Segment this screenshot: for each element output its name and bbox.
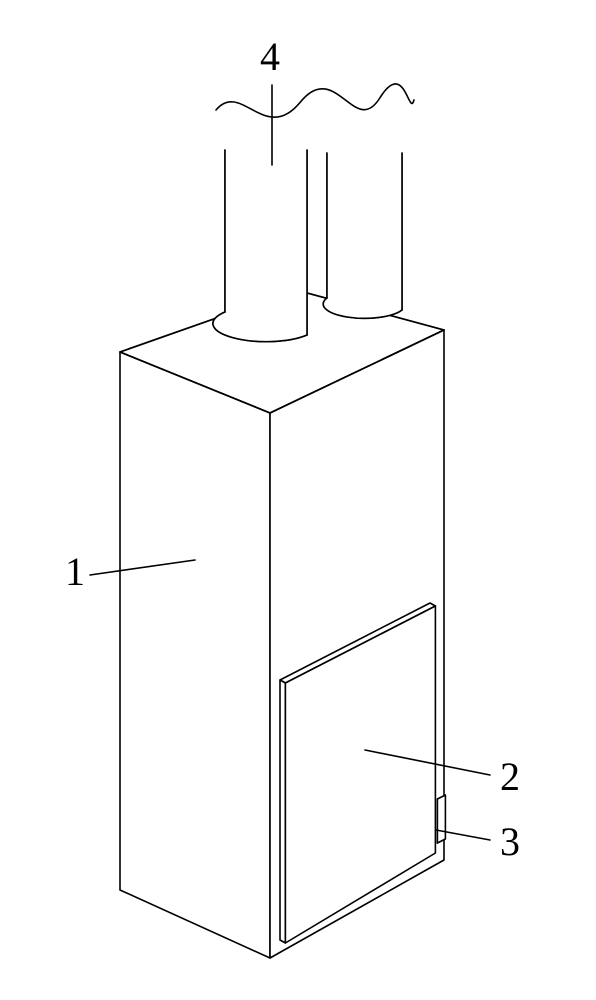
box-front-face — [120, 352, 270, 958]
label-l3: 3 — [500, 819, 520, 864]
break-mask — [216, 0, 414, 117]
door-handle — [437, 795, 445, 843]
door-left-strip — [280, 680, 285, 943]
label-l2: 2 — [500, 754, 520, 799]
front-pipe-redraw-body-fill — [213, 150, 307, 342]
label-l1: 1 — [65, 549, 85, 594]
label-l4: 4 — [260, 34, 280, 79]
back-pipe-redraw-body-fill — [323, 153, 402, 318]
technical-drawing: 1 2 3 4 — [0, 0, 596, 1000]
